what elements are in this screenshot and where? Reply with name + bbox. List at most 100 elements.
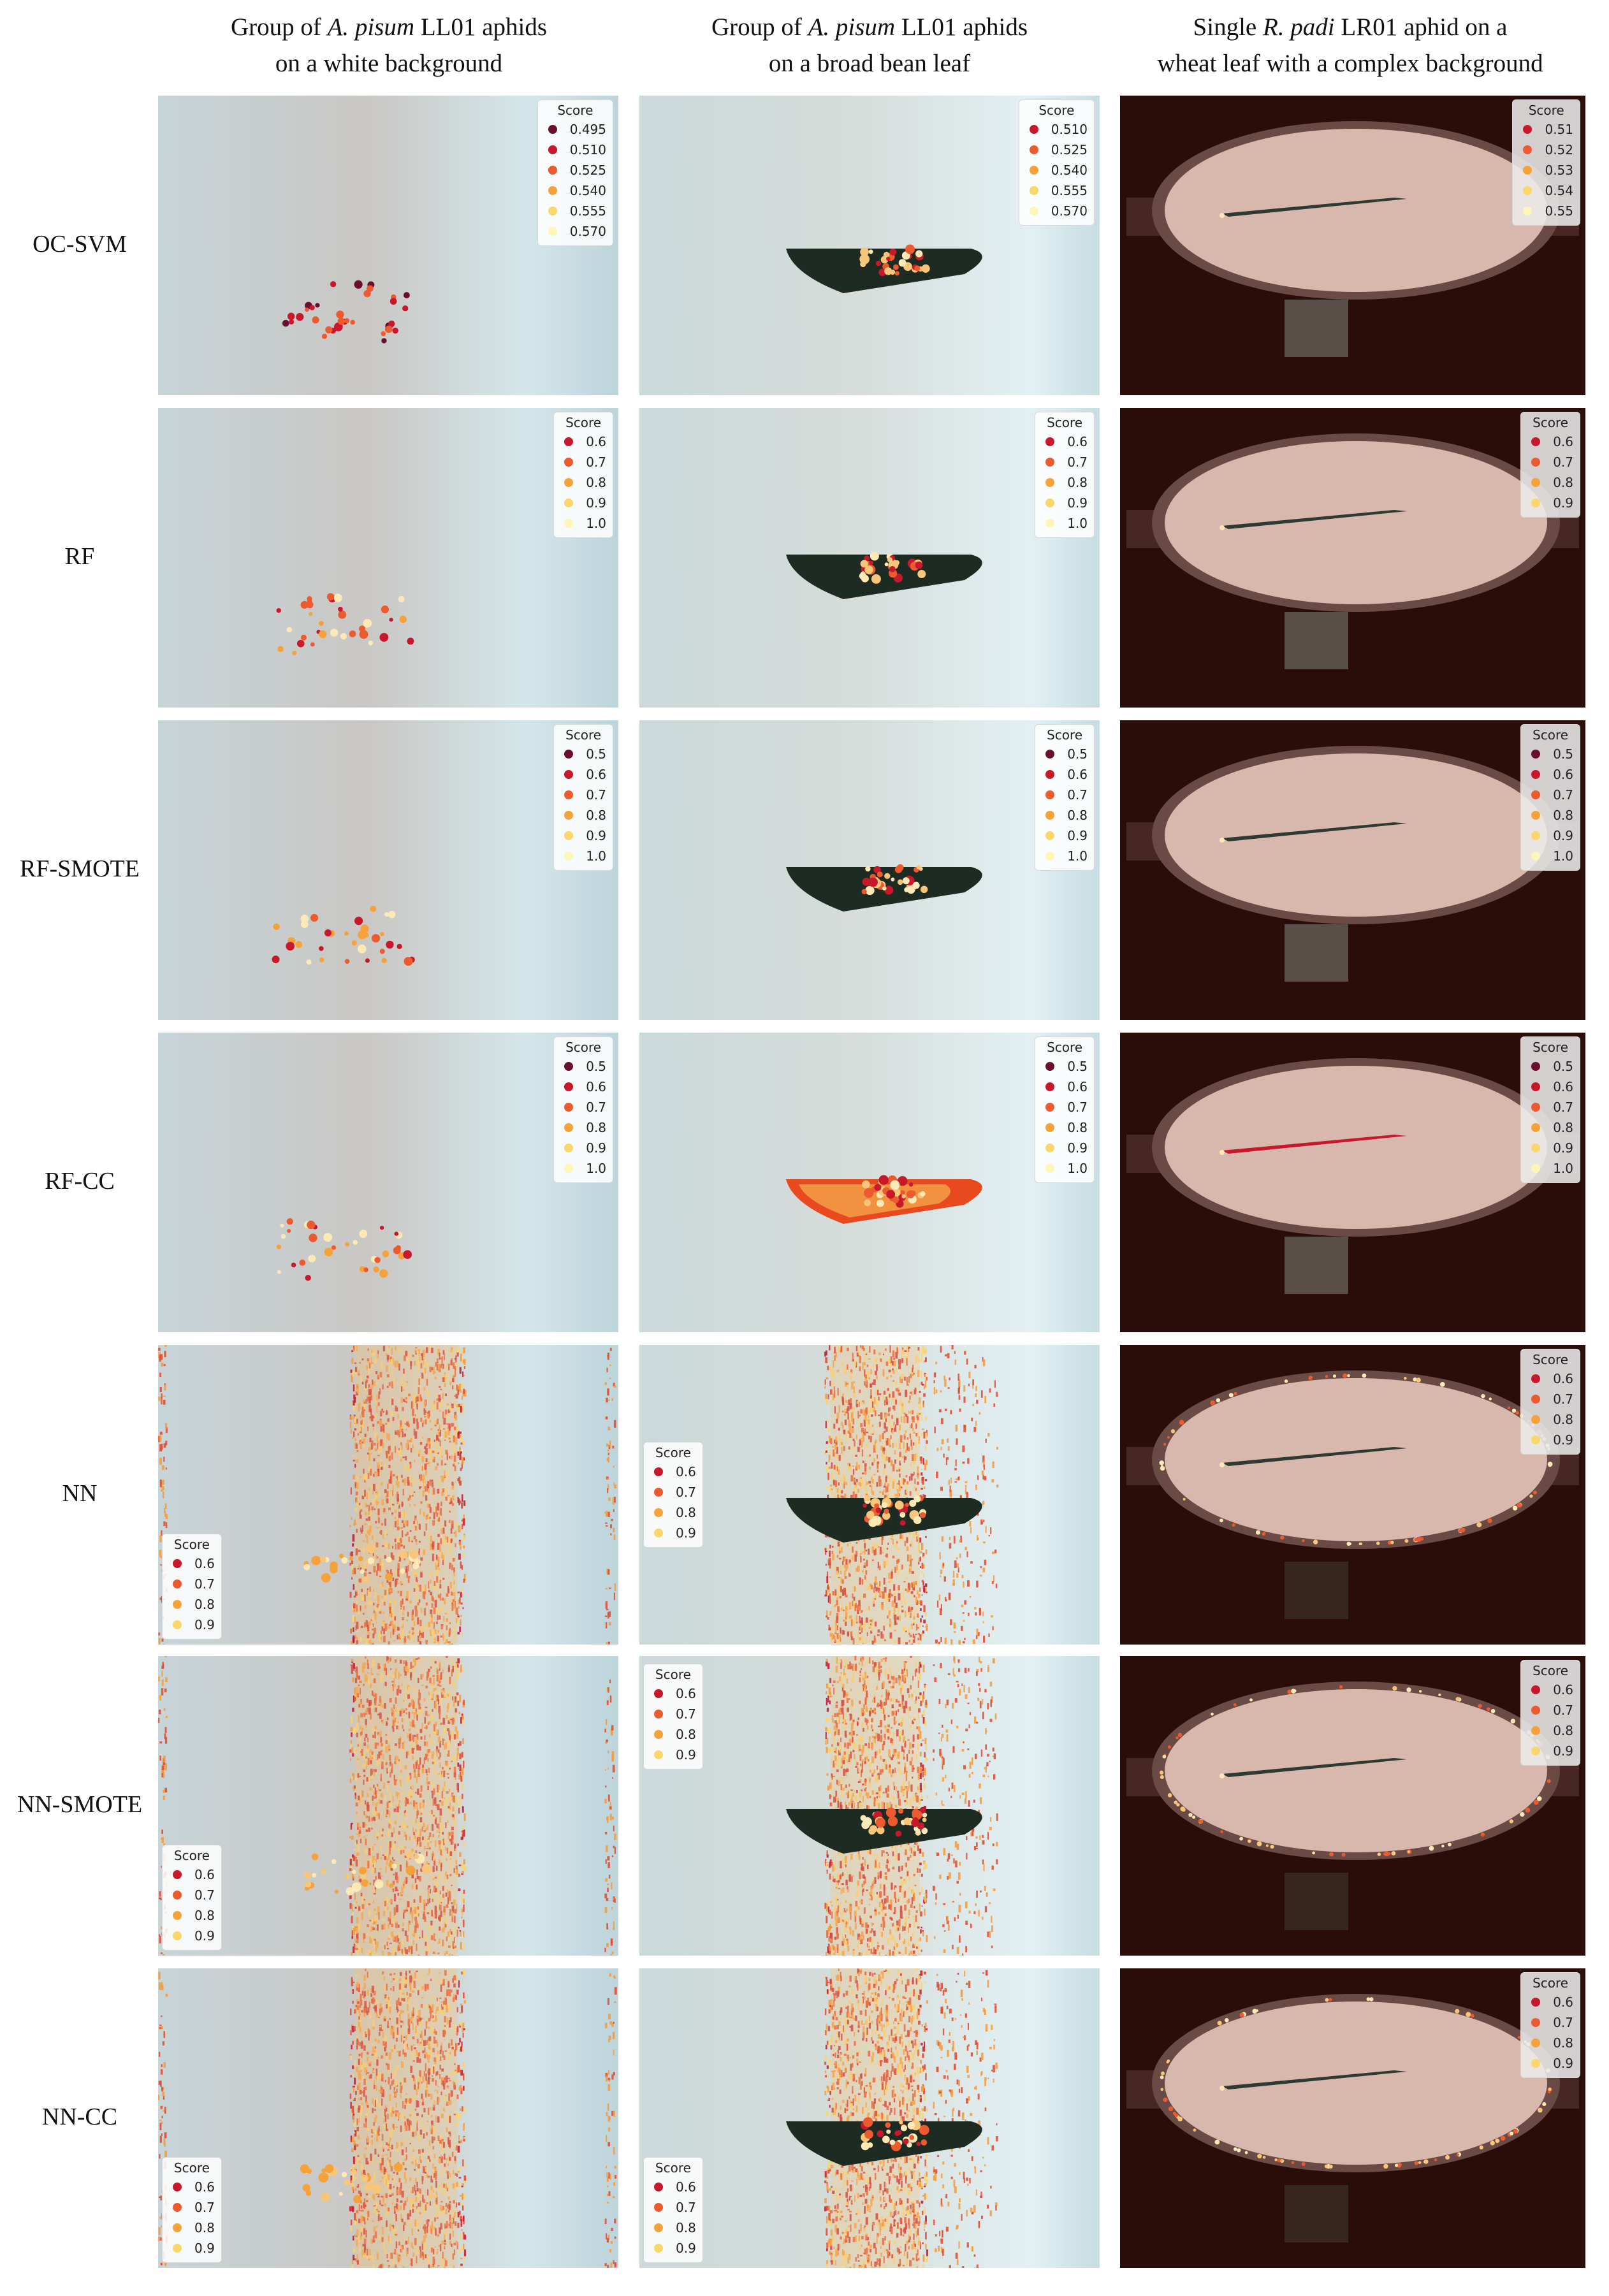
legend-color-dot — [1045, 1103, 1055, 1112]
legend-item: 0.9 — [1042, 1138, 1088, 1158]
legend-color-dot — [654, 2203, 663, 2212]
white-background — [158, 1033, 618, 1332]
legend-color-dot — [1045, 458, 1055, 467]
legend-color-dot — [1531, 1395, 1541, 1404]
score-legend: Score 0.6 0.7 0.8 0.9 — [162, 2157, 222, 2263]
legend-item: 0.8 — [1527, 2033, 1573, 2053]
legend-value: 0.7 — [1067, 454, 1088, 470]
legend-color-dot — [564, 1164, 574, 1173]
legend-title: Score — [1533, 415, 1569, 430]
legend-color-dot — [1523, 125, 1533, 134]
legend-title: Score — [1528, 103, 1564, 118]
legend-color-dot — [564, 750, 574, 759]
legend-title: Score — [565, 727, 602, 743]
legend-value: 0.54 — [1545, 183, 1573, 198]
legend-color-dot — [564, 1144, 574, 1152]
legend-item: 0.6 — [1527, 1680, 1573, 1700]
legend-item: 0.7 — [1527, 1389, 1573, 1409]
legend-title: Score — [655, 2160, 691, 2176]
heatmap-panel: Score 0.6 0.7 0.8 0.9 — [639, 1656, 1100, 1956]
legend-item: 0.510 — [544, 140, 606, 160]
legend-color-dot — [564, 790, 574, 799]
legend-item: 0.6 — [1042, 432, 1088, 452]
legend-color-dot — [1045, 790, 1055, 799]
legend-color-dot — [1531, 2018, 1541, 2027]
legend-value: 0.52 — [1545, 142, 1573, 157]
legend-value: 1.0 — [1067, 1161, 1088, 1176]
white-background — [158, 720, 618, 1020]
legend-item: 0.8 — [169, 1594, 215, 1615]
legend-value: 0.555 — [569, 203, 606, 219]
row-label: RF-CC — [45, 1168, 115, 1195]
score-legend: Score 0.6 0.7 0.8 0.9 — [1520, 412, 1580, 518]
legend-value: 0.8 — [586, 808, 606, 823]
legend-color-dot — [1531, 437, 1541, 446]
panel-image — [158, 1033, 618, 1332]
legend-color-dot — [173, 1620, 182, 1629]
legend-item: 0.8 — [1042, 472, 1088, 493]
heatmap-panel: Score 0.6 0.7 0.8 0.9 — [1120, 1656, 1585, 1956]
legend-item: 0.5 — [560, 744, 606, 764]
legend-item: 0.7 — [1527, 1097, 1573, 1117]
column-header-wheat-leaf: Single R. padi LR01 aphid on a wheat lea… — [1157, 13, 1543, 77]
legend-item: 0.9 — [650, 1523, 696, 1543]
panel-image — [1120, 1033, 1585, 1332]
legend-color-dot — [548, 207, 557, 215]
legend-value: 0.9 — [194, 1928, 215, 1944]
legend-value: 0.8 — [676, 1505, 696, 1520]
legend-value: 0.6 — [1553, 1371, 1573, 1386]
false-positive-stripes — [933, 1345, 999, 1645]
score-legend: Score 0.5 0.6 0.7 0.8 0.9 1.0 — [553, 724, 613, 871]
row-label: OC-SVM — [33, 231, 127, 258]
legend-color-dot — [1531, 1747, 1541, 1755]
legend-item: 0.7 — [1042, 785, 1088, 805]
legend-value: 0.8 — [676, 1727, 696, 1742]
legend-title: Score — [655, 1445, 691, 1460]
legend-color-dot — [173, 1870, 182, 1879]
legend-item: 0.7 — [1042, 1097, 1088, 1117]
legend-color-dot — [564, 852, 574, 861]
legend-item: 0.9 — [560, 825, 606, 846]
heatmap-panel: Score 0.5 0.6 0.7 0.8 0.9 1.0 — [639, 1033, 1100, 1332]
legend-item: 0.7 — [560, 785, 606, 805]
legend-value: 0.7 — [676, 2200, 696, 2215]
legend-value: 0.7 — [1553, 2015, 1573, 2030]
legend-value: 0.8 — [586, 1120, 606, 1135]
score-legend: Score 0.5 0.6 0.7 0.8 0.9 1.0 — [1035, 1036, 1095, 1183]
heatmap-panel: Score 0.5 0.6 0.7 0.8 0.9 1.0 — [158, 1033, 618, 1332]
heatmap-panel: Score 0.5 0.6 0.7 0.8 0.9 1.0 — [639, 720, 1100, 1020]
legend-item: 0.8 — [1527, 1117, 1573, 1138]
legend-color-dot — [1029, 186, 1038, 195]
legend-item: 1.0 — [1042, 846, 1088, 866]
legend-item: 0.7 — [169, 2197, 215, 2218]
heatmap-panel: Score 0.6 0.7 0.8 0.9 — [1120, 408, 1585, 708]
legend-color-dot — [1523, 166, 1533, 175]
legend-color-dot — [1045, 1123, 1055, 1132]
score-legend: Score 0.6 0.7 0.8 0.9 — [162, 1845, 222, 1951]
legend-title: Score — [1047, 415, 1083, 430]
edge-stripes — [158, 1345, 168, 1645]
legend-title: Score — [1533, 1663, 1569, 1678]
legend-value: 1.0 — [586, 516, 606, 531]
legend-item: 0.7 — [1527, 2012, 1573, 2033]
legend-item: 0.6 — [560, 764, 606, 785]
legend-title: Score — [173, 2160, 210, 2176]
legend-color-dot — [1531, 811, 1541, 820]
legend-color-dot — [564, 811, 574, 820]
legend-item: 0.7 — [650, 2197, 696, 2218]
legend-color-dot — [654, 2244, 663, 2253]
wheat-leaf — [1222, 1447, 1407, 1466]
legend-value: 0.8 — [194, 1908, 215, 1923]
legend-value: 0.9 — [1553, 828, 1573, 843]
legend-title: Score — [1533, 1352, 1569, 1367]
row-label: RF — [64, 543, 95, 570]
legend-item: 0.9 — [1527, 1430, 1573, 1450]
legend-item: 0.8 — [1042, 1117, 1088, 1138]
heatmap-panel: Score 0.5 0.6 0.7 0.8 0.9 1.0 — [1120, 720, 1585, 1020]
legend-color-dot — [173, 1600, 182, 1609]
edge-stripes — [604, 1973, 617, 2268]
legend-item: 0.6 — [1042, 1077, 1088, 1097]
legend-value: 0.555 — [1051, 183, 1088, 198]
legend-value: 0.6 — [586, 767, 606, 782]
legend-color-dot — [1531, 1144, 1541, 1152]
